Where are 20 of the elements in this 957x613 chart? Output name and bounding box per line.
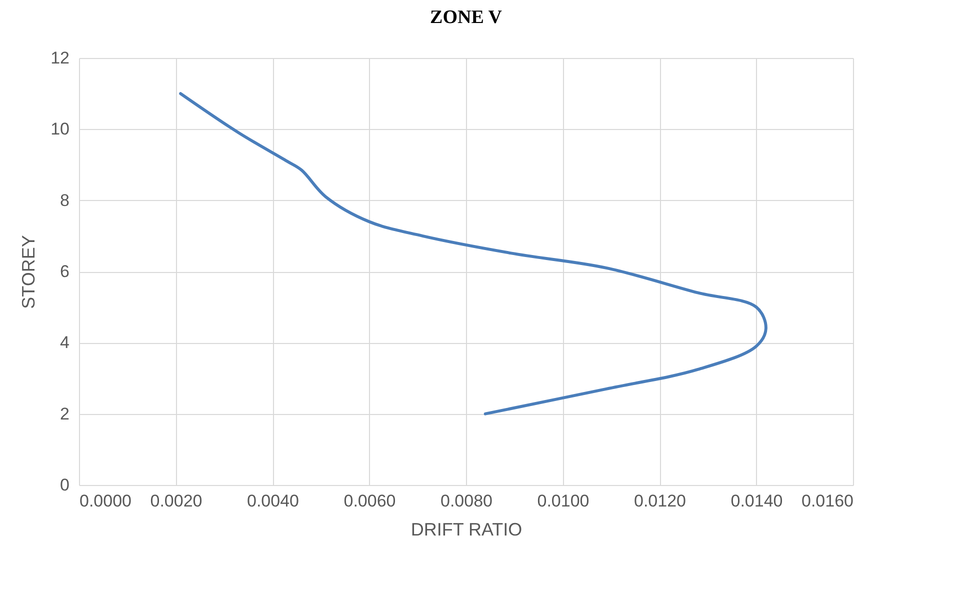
x-tick-label: 0.0100	[537, 492, 590, 510]
x-tick-label: 0.0040	[247, 492, 299, 510]
y-tick-label: 10	[50, 120, 70, 139]
x-tick-label: 0.0120	[634, 492, 686, 510]
x-tick-label: 0.0080	[440, 492, 492, 510]
x-axis-title: DRIFT RATIO	[410, 520, 522, 540]
x-tick-label: 0.0020	[150, 492, 202, 510]
x-tick-label: 0.0060	[344, 492, 396, 510]
y-tick-label: 6	[60, 262, 70, 281]
line-series	[179, 92, 768, 416]
x-tick-label: 0.0140	[730, 492, 783, 510]
y-tick-label: 12	[50, 48, 70, 68]
x-tick-label: 0.0160	[802, 492, 854, 510]
chart-title: ZONE V	[430, 7, 502, 28]
y-tick-label: 4	[60, 333, 70, 352]
y-tick-label: 8	[60, 190, 70, 210]
y-axis-title: STOREY	[18, 235, 39, 309]
x-tick-label: 0.0000	[80, 492, 132, 510]
y-tick-label: 2	[60, 404, 70, 424]
y-tick-label: 0	[60, 476, 70, 494]
